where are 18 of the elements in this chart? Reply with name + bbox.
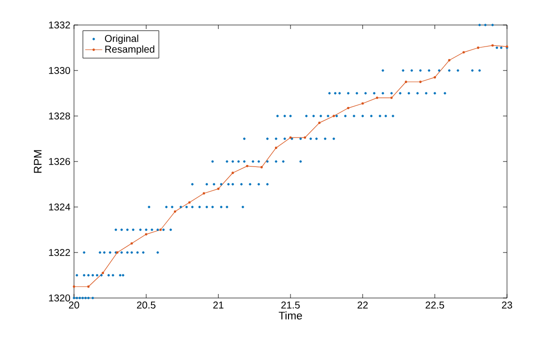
- y-tick-label: 1324: [49, 203, 70, 211]
- x-tick-label: 23: [502, 302, 512, 309]
- x-tick-label: 20.5: [136, 302, 156, 309]
- legend-label: Resampled: [105, 45, 154, 55]
- x-tick-label: 21: [213, 302, 224, 308]
- x-tick-label: 21.5: [281, 302, 300, 309]
- x-tick-label: 20: [68, 302, 80, 309]
- legend-label: Original: [104, 34, 138, 44]
- y-tick-label: 1326: [49, 158, 70, 166]
- y-axis-title: RPM: [34, 150, 42, 173]
- x-tick-label: 22: [358, 302, 368, 308]
- y-tick-label: 1320: [49, 294, 70, 302]
- x-axis-title: Time: [278, 311, 302, 320]
- y-tick-label: 1332: [49, 21, 70, 29]
- y-tick-label: 1328: [49, 112, 70, 120]
- x-tick-label: 22.5: [426, 302, 444, 309]
- y-tick-label: 1322: [49, 248, 70, 256]
- y-tick-label: 1330: [49, 66, 70, 74]
